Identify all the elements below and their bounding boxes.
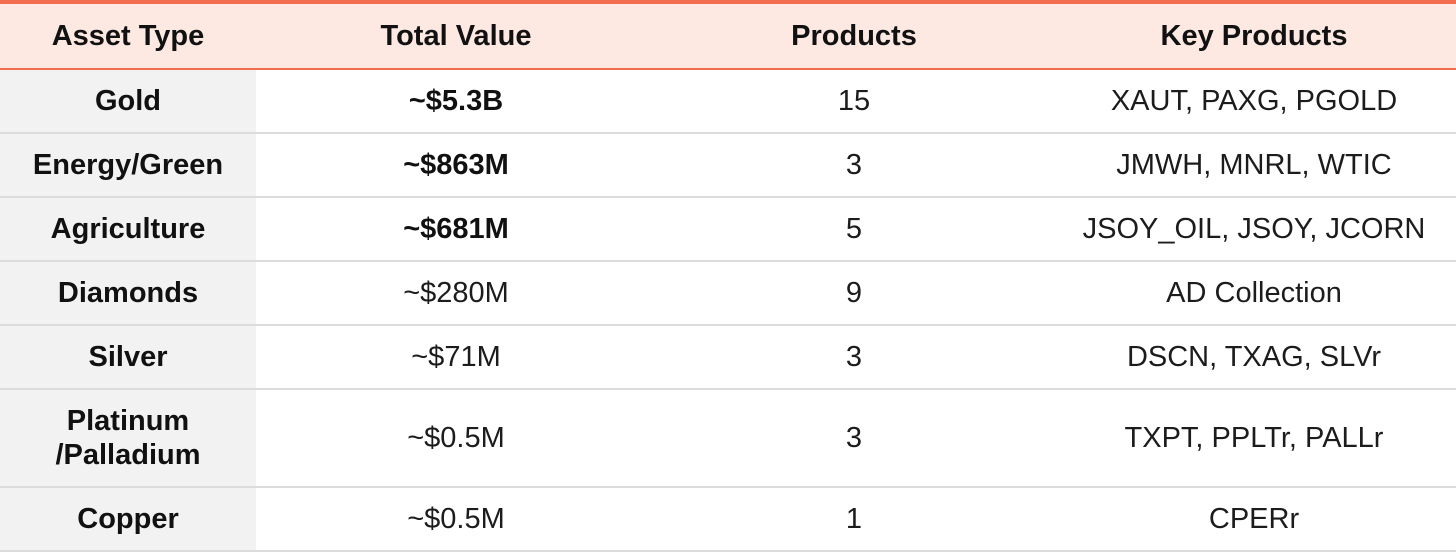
total-value-cell: ~$863M (256, 133, 656, 198)
header-asset-type: Asset Type (0, 0, 256, 70)
total-value-cell: ~$681M (256, 197, 656, 262)
table-header: Asset Type Total Value Products Key Prod… (0, 0, 1456, 70)
products-count-cell: 3 (656, 325, 1052, 390)
products-count-cell: 1 (656, 487, 1052, 552)
products-count-cell: 3 (656, 133, 1052, 198)
asset-type-cell: Diamonds (0, 261, 256, 326)
table-body: Gold ~$5.3B 15 XAUT, PAXG, PGOLD Energy/… (0, 69, 1456, 552)
products-count-cell: 3 (656, 389, 1052, 488)
header-key-products: Key Products (1052, 0, 1456, 70)
table-row: Gold ~$5.3B 15 XAUT, PAXG, PGOLD (0, 69, 1456, 134)
total-value-cell: ~$71M (256, 325, 656, 390)
header-row: Asset Type Total Value Products Key Prod… (0, 0, 1456, 70)
table-row: Platinum /Palladium ~$0.5M 3 TXPT, PPLTr… (0, 389, 1456, 488)
table-row: Energy/Green ~$863M 3 JMWH, MNRL, WTIC (0, 133, 1456, 198)
table-row: Silver ~$71M 3 DSCN, TXAG, SLVr (0, 325, 1456, 390)
key-products-cell: XAUT, PAXG, PGOLD (1052, 69, 1456, 134)
asset-type-cell: Copper (0, 487, 256, 552)
asset-type-cell: Gold (0, 69, 256, 134)
table-row: Copper ~$0.5M 1 CPERr (0, 487, 1456, 552)
key-products-cell: CPERr (1052, 487, 1456, 552)
total-value-cell: ~$0.5M (256, 487, 656, 552)
key-products-cell: TXPT, PPLTr, PALLr (1052, 389, 1456, 488)
asset-type-cell: Energy/Green (0, 133, 256, 198)
total-value-cell: ~$0.5M (256, 389, 656, 488)
total-value-cell: ~$280M (256, 261, 656, 326)
key-products-cell: JMWH, MNRL, WTIC (1052, 133, 1456, 198)
table-row: Diamonds ~$280M 9 AD Collection (0, 261, 1456, 326)
header-products: Products (656, 0, 1052, 70)
header-total-value: Total Value (256, 0, 656, 70)
key-products-cell: JSOY_OIL, JSOY, JCORN (1052, 197, 1456, 262)
asset-type-cell: Agriculture (0, 197, 256, 262)
products-count-cell: 5 (656, 197, 1052, 262)
products-count-cell: 9 (656, 261, 1052, 326)
table-row: Agriculture ~$681M 5 JSOY_OIL, JSOY, JCO… (0, 197, 1456, 262)
asset-type-cell: Platinum /Palladium (0, 389, 256, 488)
key-products-cell: DSCN, TXAG, SLVr (1052, 325, 1456, 390)
key-products-cell: AD Collection (1052, 261, 1456, 326)
products-count-cell: 15 (656, 69, 1052, 134)
asset-type-cell: Silver (0, 325, 256, 390)
total-value-cell: ~$5.3B (256, 69, 656, 134)
